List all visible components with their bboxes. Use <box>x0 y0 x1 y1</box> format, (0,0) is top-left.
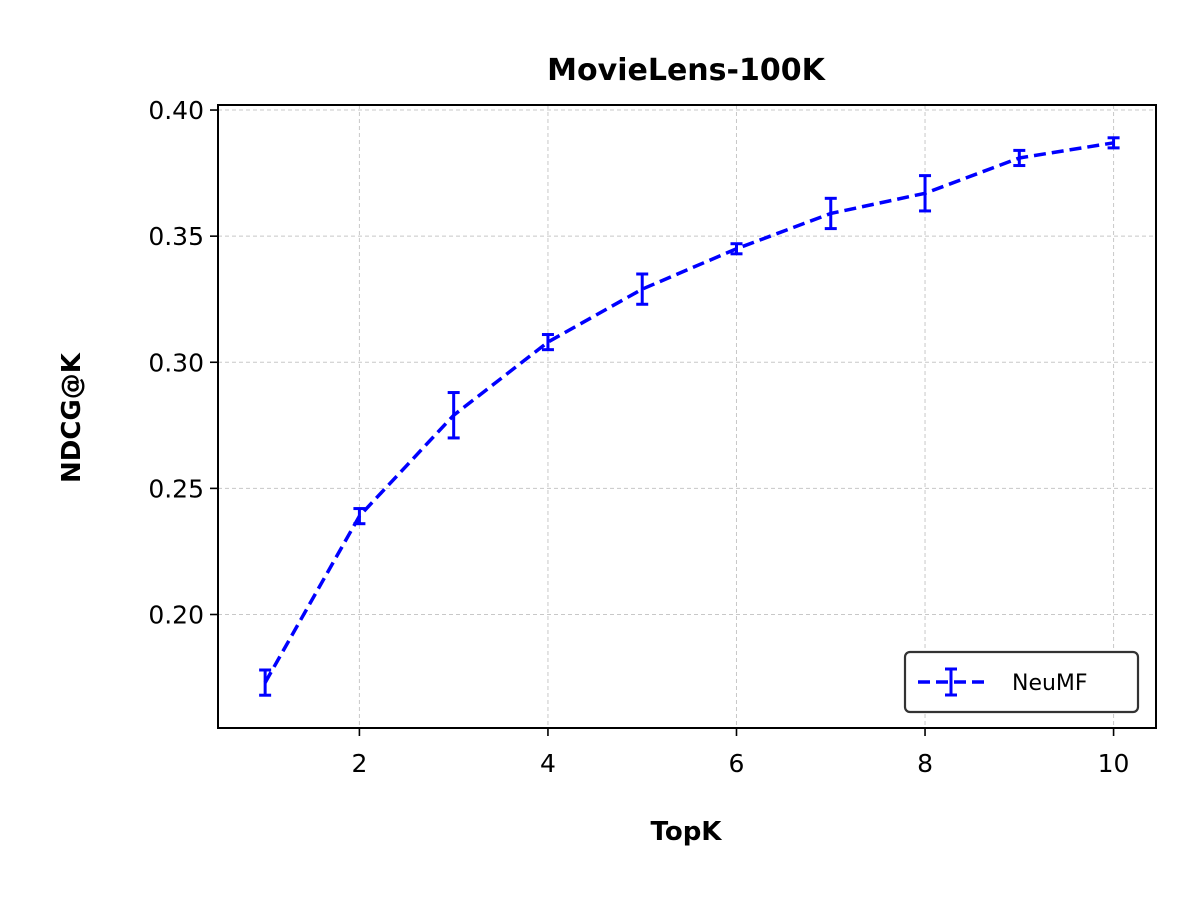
chart-title: MovieLens-100K <box>547 53 826 88</box>
x-tick-label: 2 <box>351 749 367 778</box>
x-tick-label: 6 <box>729 749 745 778</box>
grid <box>218 105 1156 728</box>
plot-frame <box>217 104 1157 729</box>
legend[interactable]: NeuMF <box>903 650 1140 714</box>
y-tick-label: 0.25 <box>148 474 204 503</box>
x-tick-label: 4 <box>540 749 556 778</box>
error-bar <box>259 668 272 697</box>
series-line-neumf <box>263 141 1114 684</box>
x-tick-label: 8 <box>917 749 933 778</box>
legend-box <box>903 650 1140 714</box>
x-axis-label: TopK <box>651 817 723 847</box>
error-bar <box>541 333 554 352</box>
legend-label-neumf: NeuMF <box>1012 671 1088 696</box>
y-tick-label: 0.20 <box>148 600 204 629</box>
error-bar <box>636 272 649 306</box>
x-tick-label: 10 <box>1098 749 1130 778</box>
y-axis-label: NDCG@K <box>57 352 87 483</box>
axis-ticks: 2 4 6 8 10 0.20 0.25 0.30 0.35 0.40 <box>148 96 1129 778</box>
y-tick-label: 0.35 <box>148 222 204 251</box>
y-tick-label: 0.40 <box>148 96 204 125</box>
y-tick-label: 0.30 <box>148 348 204 377</box>
